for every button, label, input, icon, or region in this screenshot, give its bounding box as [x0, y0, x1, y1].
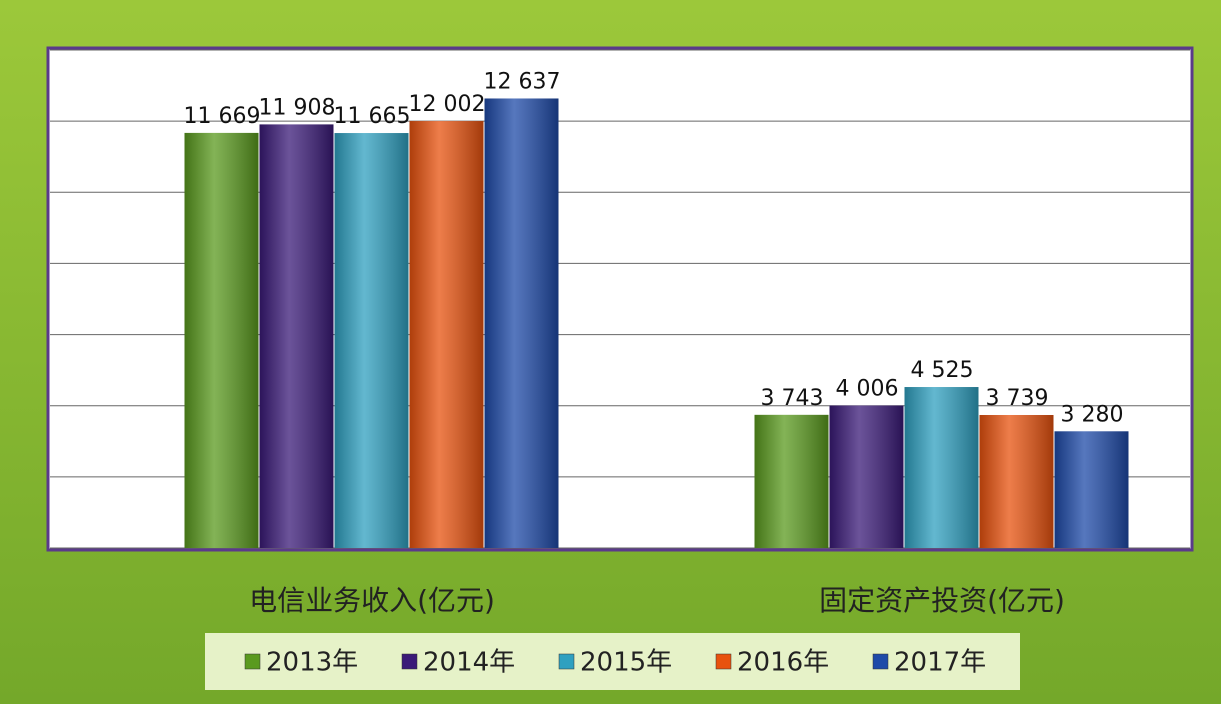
data-label: 4 006: [836, 377, 899, 402]
bar: [184, 132, 259, 549]
bar: [754, 414, 829, 548]
legend-swatch: [715, 653, 732, 670]
legend-swatch: [401, 653, 418, 670]
legend-swatch: [558, 653, 575, 670]
legend-swatch: [872, 653, 889, 670]
x-tick-label: 电信业务收入(亿元): [249, 584, 495, 617]
data-label: 3 743: [761, 386, 824, 411]
bar: [1054, 431, 1129, 548]
data-label: 11 908: [259, 95, 336, 120]
bar: [904, 387, 979, 548]
data-label: 4 525: [911, 358, 974, 383]
legend-label: 2017年: [894, 648, 986, 678]
bar: [259, 124, 334, 548]
bar: [484, 98, 559, 548]
legend-label: 2016年: [737, 648, 829, 678]
legend-label: 2015年: [580, 648, 672, 678]
legend-label: 2014年: [423, 648, 515, 678]
data-label: 11 665: [334, 104, 411, 129]
data-label: 12 002: [409, 92, 486, 117]
legend-label: 2013年: [266, 648, 358, 678]
data-label: 11 669: [184, 104, 261, 129]
data-label: 3 739: [986, 386, 1049, 411]
bar: [979, 414, 1054, 548]
x-tick-label: 固定资产投资(亿元): [819, 584, 1065, 617]
bar: [409, 121, 484, 548]
data-label: 12 637: [484, 69, 561, 94]
bar: [334, 133, 409, 549]
bar: [829, 405, 904, 548]
legend-swatch: [244, 653, 261, 670]
data-label: 3 280: [1061, 402, 1124, 427]
